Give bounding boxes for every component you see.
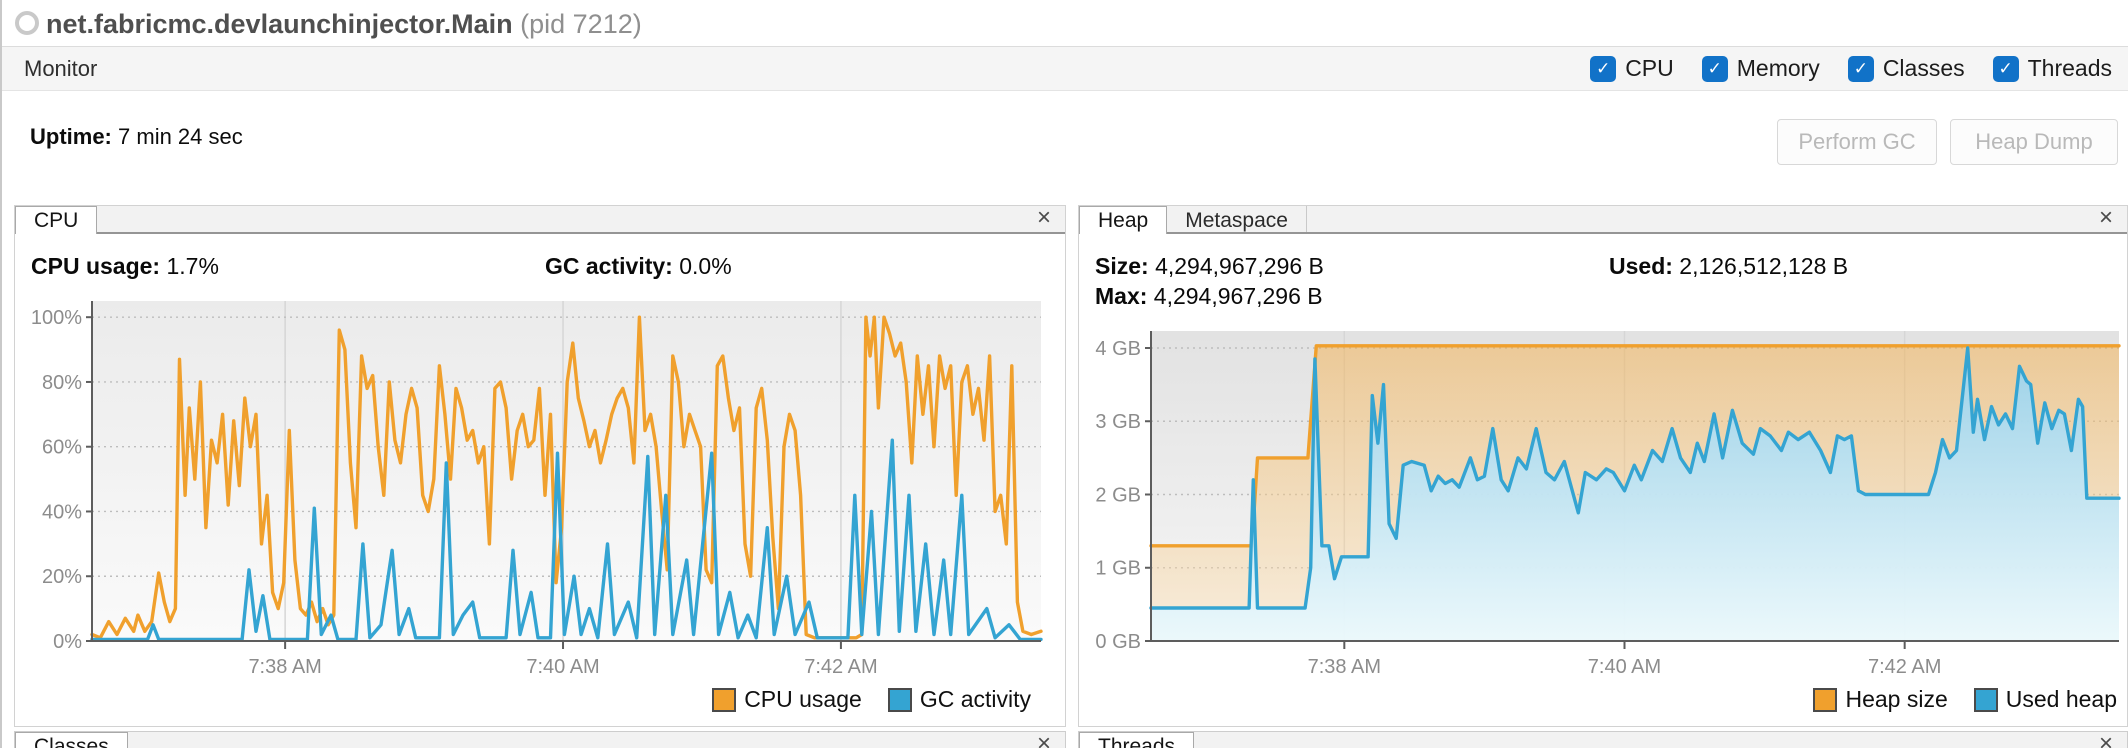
uptime-label: Uptime: — [30, 124, 112, 149]
heap-used-value: 2,126,512,128 B — [1679, 253, 1849, 279]
gc-activity-legend-label: GC activity — [919, 686, 1031, 712]
heap-max-label: Max: — [1095, 283, 1148, 309]
svg-text:2 GB: 2 GB — [1095, 484, 1141, 506]
monitor-toolbar: Monitor ✓ CPU ✓ Memory ✓ Classes ✓ Threa… — [2, 47, 2128, 91]
window-left-edge — [0, 0, 2, 748]
threads-checkbox-label: Threads — [2027, 55, 2112, 81]
svg-text:0%: 0% — [53, 631, 82, 653]
classes-checkbox[interactable]: ✓ — [1847, 55, 1874, 82]
cpu-checkbox-label: CPU — [1625, 55, 1674, 81]
svg-text:60%: 60% — [42, 437, 82, 459]
svg-text:7:38 AM: 7:38 AM — [1308, 656, 1381, 678]
checkbox-row-cpu[interactable]: ✓ CPU — [1590, 55, 1674, 82]
tab-classes[interactable]: Classes — [15, 732, 128, 748]
legend-item-heap-size: Heap size — [1813, 686, 1948, 713]
cpu-chart-legend: CPU usage GC activity — [712, 686, 1031, 713]
used-heap-swatch-icon — [1973, 687, 1998, 712]
checkbox-row-threads[interactable]: ✓ Threads — [1992, 55, 2112, 82]
legend-item-cpu-usage: CPU usage — [712, 686, 862, 713]
heap-size-value: 4,294,967,296 B — [1155, 253, 1324, 279]
legend-item-gc-activity: GC activity — [887, 686, 1031, 713]
svg-text:3 GB: 3 GB — [1095, 411, 1141, 433]
process-name: net.fabricmc.devlaunchinjector.Main — [46, 9, 513, 39]
svg-text:80%: 80% — [42, 372, 82, 394]
tab-heap[interactable]: Heap — [1079, 206, 1168, 234]
page-title: net.fabricmc.devlaunchinjector.Main (pid… — [46, 9, 642, 40]
heap-panel-tabbar: Heap Metaspace × — [1079, 206, 2127, 234]
tab-metaspace[interactable]: Metaspace — [1167, 206, 1307, 232]
classes-checkbox-label: Classes — [1882, 55, 1965, 81]
status-ring-icon — [15, 11, 39, 35]
classes-panel-cutoff: Classes × — [14, 731, 1066, 748]
legend-item-used-heap: Used heap — [1973, 686, 2117, 713]
tab-cpu[interactable]: CPU — [15, 206, 98, 234]
svg-text:4 GB: 4 GB — [1095, 338, 1141, 360]
heap-chart-legend: Heap size Used heap — [1813, 686, 2117, 713]
perform-gc-button[interactable]: Perform GC — [1777, 119, 1937, 165]
cpu-panel-close-icon[interactable]: × — [1036, 204, 1051, 231]
threads-panel-tabbar: Threads × — [1079, 732, 2127, 748]
cpu-usage-legend-label: CPU usage — [744, 686, 862, 712]
svg-text:7:38 AM: 7:38 AM — [248, 656, 321, 678]
gc-activity-stat: GC activity: 0.0% — [545, 253, 732, 280]
gc-activity-swatch-icon — [887, 687, 912, 712]
window-titlebar: net.fabricmc.devlaunchinjector.Main (pid… — [2, 0, 2128, 47]
threads-panel-close-icon[interactable]: × — [2098, 731, 2113, 748]
chart-visibility-checkboxes: ✓ CPU ✓ Memory ✓ Classes ✓ Threads — [1590, 55, 2128, 82]
uptime-value: 7 min 24 sec — [118, 124, 243, 149]
heap-used-label: Used: — [1609, 253, 1673, 279]
checkbox-row-classes[interactable]: ✓ Classes — [1847, 55, 1965, 82]
svg-text:1 GB: 1 GB — [1095, 558, 1141, 580]
svg-text:100%: 100% — [31, 307, 82, 329]
classes-panel-tabbar: Classes × — [15, 732, 1065, 748]
classes-panel-close-icon[interactable]: × — [1036, 731, 1051, 748]
cpu-checkbox[interactable]: ✓ — [1590, 55, 1617, 82]
used-heap-legend-label: Used heap — [2005, 686, 2117, 712]
svg-text:40%: 40% — [42, 501, 82, 523]
heap-max-stat: Max: 4,294,967,296 B — [1095, 283, 1323, 310]
process-pid: (pid 7212) — [520, 9, 642, 39]
svg-text:7:40 AM: 7:40 AM — [1588, 656, 1661, 678]
cpu-chart-canvas: 7:38 AM 7:40 AM 7:42 AM 100% 80% 60% 40% 20% 0% — [31, 301, 1043, 678]
gc-activity-label: GC activity: — [545, 253, 673, 279]
heap-chart-canvas: 7:38 AM 7:40 AM 7:42 AM 4 GB 3 GB 2 GB 1 GB 0 G… — [1095, 331, 2121, 678]
cpu-usage-value: 1.7% — [166, 253, 219, 279]
svg-text:20%: 20% — [42, 566, 82, 588]
svg-text:0 GB: 0 GB — [1095, 631, 1141, 653]
uptime: Uptime: 7 min 24 sec — [30, 124, 243, 150]
heap-size-swatch-icon — [1813, 687, 1838, 712]
cpu-usage-swatch-icon — [712, 687, 737, 712]
svg-text:7:40 AM: 7:40 AM — [526, 656, 599, 678]
heap-dump-button[interactable]: Heap Dump — [1950, 119, 2118, 165]
heap-size-stat: Size: 4,294,967,296 B — [1095, 253, 1324, 280]
heap-size-label: Size: — [1095, 253, 1149, 279]
cpu-panel: CPU × 7:38 AM 7:40 AM 7:42 AM 100% 80% 60% 40%… — [14, 205, 1066, 727]
cpu-usage-label: CPU usage: — [31, 253, 161, 279]
svg-text:7:42 AM: 7:42 AM — [804, 656, 877, 678]
svg-text:7:42 AM: 7:42 AM — [1868, 656, 1941, 678]
memory-checkbox-label: Memory — [1736, 55, 1820, 81]
heap-panel-close-icon[interactable]: × — [2098, 204, 2113, 231]
tab-monitor[interactable]: Monitor — [24, 55, 98, 81]
gc-activity-value: 0.0% — [679, 253, 732, 279]
heap-used-stat: Used: 2,126,512,128 B — [1609, 253, 1848, 280]
heap-max-value: 4,294,967,296 B — [1153, 283, 1323, 309]
checkbox-row-memory[interactable]: ✓ Memory — [1701, 55, 1820, 82]
memory-checkbox[interactable]: ✓ — [1701, 55, 1728, 82]
heap-panel: Heap Metaspace × 7:38 AM 7:40 AM 7:42 AM 4 … — [1078, 205, 2128, 727]
threads-panel-cutoff: Threads × — [1078, 731, 2128, 748]
cpu-panel-tabbar: CPU × — [15, 206, 1065, 234]
tab-threads[interactable]: Threads — [1079, 732, 1195, 748]
threads-checkbox[interactable]: ✓ — [1992, 55, 2019, 82]
cpu-usage-stat: CPU usage: 1.7% — [31, 253, 219, 280]
heap-size-legend-label: Heap size — [1845, 686, 1948, 712]
